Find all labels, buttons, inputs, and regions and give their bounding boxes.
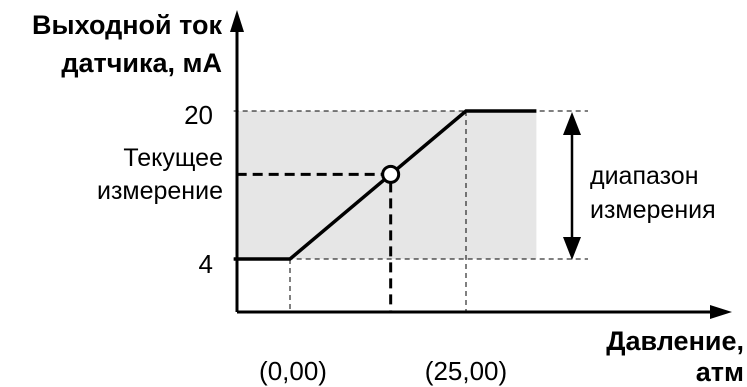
current-label-line2: измерение (97, 177, 223, 205)
series-line (233, 109, 537, 261)
range-arrow-up-icon (563, 112, 581, 135)
y-axis-arrow-icon (230, 10, 244, 32)
x-axis-label-line1: Давление, (606, 326, 744, 356)
x-axis-arrow-icon (710, 305, 732, 319)
range-arrow-down-icon (563, 237, 581, 260)
y-tick-label-4: 4 (199, 249, 213, 279)
range-label-line2: измерения (590, 196, 716, 224)
y-axis-label-line2: датчика, мА (61, 48, 222, 78)
y-tick-label-20: 20 (184, 100, 213, 130)
current-point (381, 164, 401, 184)
x-tick-label-0: (0,00) (259, 356, 327, 386)
range-label-line1: диапазон (590, 162, 699, 190)
current-label-line1: Текущее (123, 144, 223, 172)
measurement-range-shade (236, 111, 537, 259)
y-axis-label-line1: Выходной ток (32, 10, 222, 40)
x-axis-label-line2: атм (696, 357, 744, 387)
x-tick-label-25: (25,00) (425, 356, 507, 386)
